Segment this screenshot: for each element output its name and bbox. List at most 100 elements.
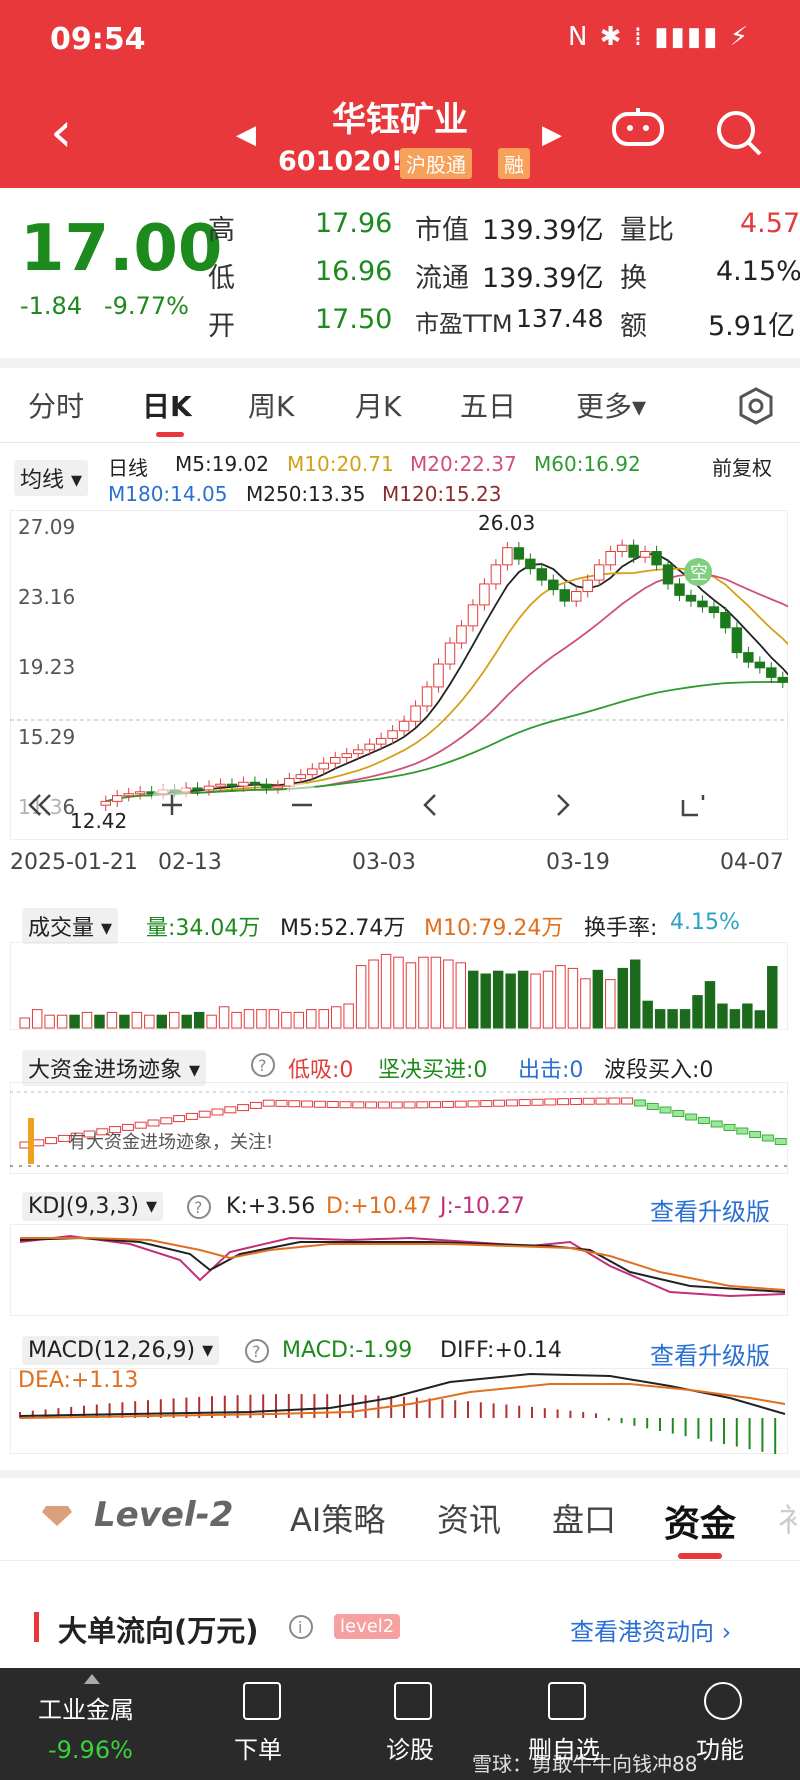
prev-stock-button[interactable]: ◀ (236, 120, 256, 150)
macd-upgrade-link[interactable]: 查看升级版 (650, 1342, 770, 1370)
tab-more[interactable]: 衤 (778, 1501, 800, 1539)
bigfund-chart[interactable]: 有大资金进场迹象，关注! 🏃 (10, 1082, 788, 1174)
pan-right-icon (541, 783, 585, 827)
candle (318, 762, 330, 770)
open-label: 开 (208, 311, 235, 342)
tab-news[interactable]: 资讯 (437, 1501, 502, 1539)
volume-bar (717, 1003, 728, 1029)
fund-step (416, 1101, 429, 1109)
tab-more[interactable]: 更多▾ (576, 390, 647, 423)
order-icon[interactable] (243, 1682, 281, 1720)
margin-badge: 融 (498, 148, 530, 179)
remove-watch-icon[interactable] (548, 1682, 586, 1720)
back-button[interactable]: ‹ (50, 100, 73, 165)
fund-step (710, 1120, 723, 1128)
candle (352, 749, 364, 755)
search-icon[interactable] (714, 108, 764, 158)
pe-value: 137.48 (516, 304, 604, 333)
volratio-value: 4.57 (740, 208, 800, 239)
settings-icon[interactable] (736, 386, 776, 426)
fund-step (390, 1101, 403, 1109)
candle (215, 783, 226, 787)
fund-step (237, 1104, 250, 1112)
tab-monthly-k[interactable]: 月K (355, 390, 402, 423)
fund-step (121, 1123, 134, 1131)
diagnose-icon[interactable] (394, 1682, 432, 1720)
volume-bar (480, 973, 491, 1029)
candle (777, 676, 788, 683)
candle (662, 564, 674, 585)
candle (674, 583, 685, 596)
macd-select[interactable]: MACD(12,26,9) ▾ (22, 1336, 220, 1365)
kdj-chart[interactable] (10, 1224, 788, 1316)
candle (720, 612, 731, 629)
line-type: 日线 (108, 456, 148, 480)
tab-daily-k[interactable]: 日K (142, 390, 192, 423)
candle (754, 661, 766, 669)
nav-remove-watch[interactable]: 删自选 (528, 1736, 600, 1764)
level2-badge: level2 (334, 1614, 401, 1639)
help-icon[interactable]: ? (250, 1052, 276, 1078)
function-icon[interactable] (704, 1682, 742, 1720)
bigfund-select[interactable]: 大资金进场迹象 ▾ (22, 1050, 207, 1086)
expand-arrow-icon[interactable] (84, 1674, 100, 1684)
kdj-select[interactable]: KDJ(9,3,3) ▾ (22, 1192, 164, 1221)
stock-code-text: 601020 (278, 146, 391, 177)
ma5-label: M5:19.02 (175, 452, 269, 476)
volume-bar (56, 1014, 68, 1029)
kdj-upgrade-link[interactable]: 查看升级版 (650, 1198, 770, 1226)
volume-bar (343, 1003, 354, 1029)
volume-bar (69, 1014, 80, 1029)
hk-flow-link[interactable]: 查看港资动向 › (570, 1618, 732, 1646)
sector-pct: -9.96% (48, 1736, 133, 1764)
divider (0, 358, 800, 368)
amount-value: 5.91亿 (708, 311, 796, 342)
nav-order[interactable]: 下单 (234, 1736, 282, 1764)
macd-chart[interactable] (10, 1368, 788, 1454)
info-icon[interactable]: i (288, 1614, 314, 1640)
tab-orderbook[interactable]: 盘口 (552, 1501, 617, 1539)
candle (330, 756, 341, 764)
candle (203, 785, 215, 791)
volume-chart[interactable] (10, 942, 788, 1030)
divider (0, 442, 800, 443)
tab-active-indicator (156, 432, 184, 437)
sector-name[interactable]: 工业金属 (38, 1696, 134, 1724)
low-label: 低 (208, 263, 235, 294)
candle (467, 604, 479, 627)
ma-select[interactable]: 均线 ▾ (14, 460, 89, 496)
tab-ai-strategy[interactable]: AI策略 (290, 1501, 386, 1539)
fund-step (646, 1103, 659, 1110)
kdj-j: J:-10.27 (440, 1194, 525, 1219)
volume-bar (629, 959, 641, 1029)
turnover-label: 换 (620, 263, 647, 294)
candle (364, 743, 375, 751)
tab-intraday[interactable]: 分时 (28, 390, 85, 423)
tab-capital[interactable]: 资金 (664, 1504, 737, 1545)
volume-bar (767, 965, 778, 1029)
tab-level2[interactable]: Level-2 (94, 1495, 234, 1535)
candle (284, 777, 295, 787)
hk-connect-badge: 沪股通 (400, 148, 472, 179)
help-icon[interactable]: ? (186, 1194, 212, 1220)
next-stock-button[interactable]: ▶ (542, 120, 562, 150)
candle (570, 591, 582, 602)
help-icon[interactable]: ? (244, 1338, 270, 1364)
price-change: -1.84 (20, 292, 83, 320)
kline-chart[interactable]: 27.09 23.16 19.23 15.29 11.36 26.03 12.4… (10, 510, 788, 840)
volume-m5: M5:52.74万 (280, 916, 406, 941)
nav-diagnose[interactable]: 诊股 (386, 1736, 434, 1764)
float-label: 流通 (415, 263, 469, 294)
volume-bar (455, 962, 467, 1029)
volume-select[interactable]: 成交量 ▾ (22, 908, 119, 944)
fund-step (211, 1108, 224, 1116)
tab-weekly-k[interactable]: 周K (248, 390, 295, 423)
candle (444, 642, 456, 665)
candle (743, 652, 754, 663)
candle (261, 783, 272, 789)
tab-five-day[interactable]: 五日 (460, 390, 517, 423)
nav-function[interactable]: 功能 (696, 1736, 744, 1764)
restore-mode[interactable]: 前复权 (712, 456, 772, 480)
robot-icon[interactable] (612, 108, 664, 148)
fund-step (531, 1098, 544, 1106)
